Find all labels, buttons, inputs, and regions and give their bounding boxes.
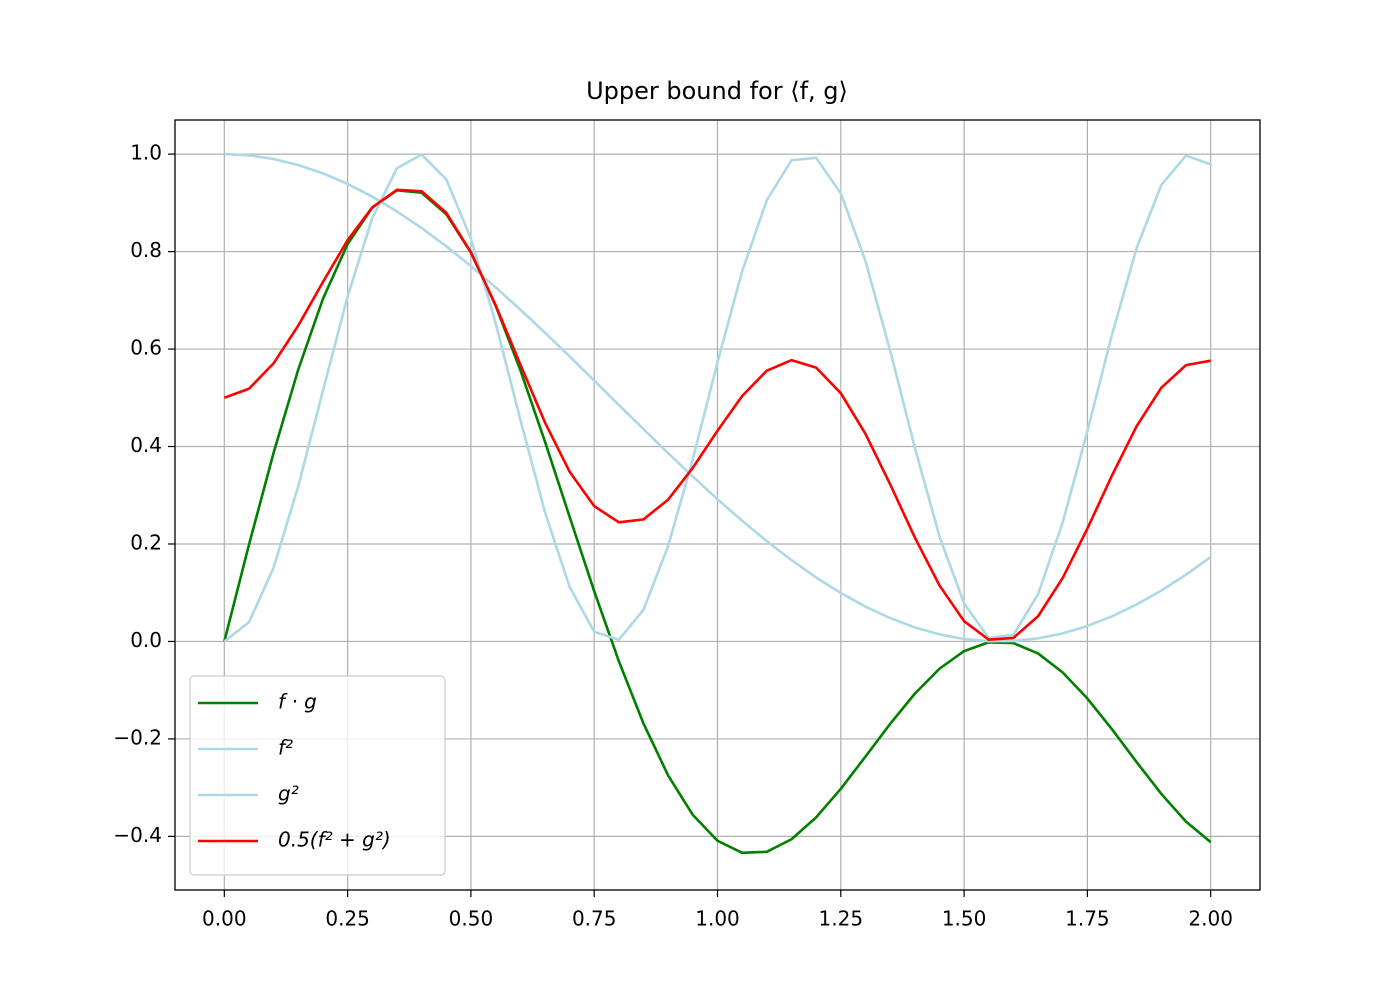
series-line [223,188,1211,641]
y-tick-label: 0.8 [130,238,162,262]
x-tick-label: 0.50 [449,907,494,931]
chart-title: Upper bound for ⟨f, g⟩ [586,77,848,105]
series-line [223,153,1212,643]
legend-label: f² [278,736,293,760]
y-tick-label: 0.6 [130,336,162,360]
y-tick-label: −0.2 [113,725,162,749]
x-tick-label: 1.75 [1065,907,1110,931]
legend-label: 0.5(f² + g²) [278,828,391,852]
legend-box [189,675,446,876]
x-tick-label: 1.00 [695,907,740,931]
legend-label: g² [278,782,299,806]
plot-frame [174,119,1261,891]
y-tick-label: 1.0 [130,141,162,165]
x-tick-label: 0.00 [202,907,247,931]
y-tick-label: 0.0 [130,628,162,652]
x-tick-label: 2.00 [1188,907,1233,931]
x-tick-label: 0.75 [572,907,617,931]
legend: f · g f² g² 0.5(f² + g²) [189,675,446,876]
x-tick-label: 0.25 [325,907,370,931]
series-line [224,152,1212,643]
x-tick-label: 1.25 [819,907,864,931]
legend-label: f · g [278,690,317,714]
x-tick-label: 1.50 [942,907,987,931]
y-tick-label: 0.4 [130,433,162,457]
y-tick-label: 0.2 [130,530,162,554]
y-tick-label: −0.4 [113,823,162,847]
